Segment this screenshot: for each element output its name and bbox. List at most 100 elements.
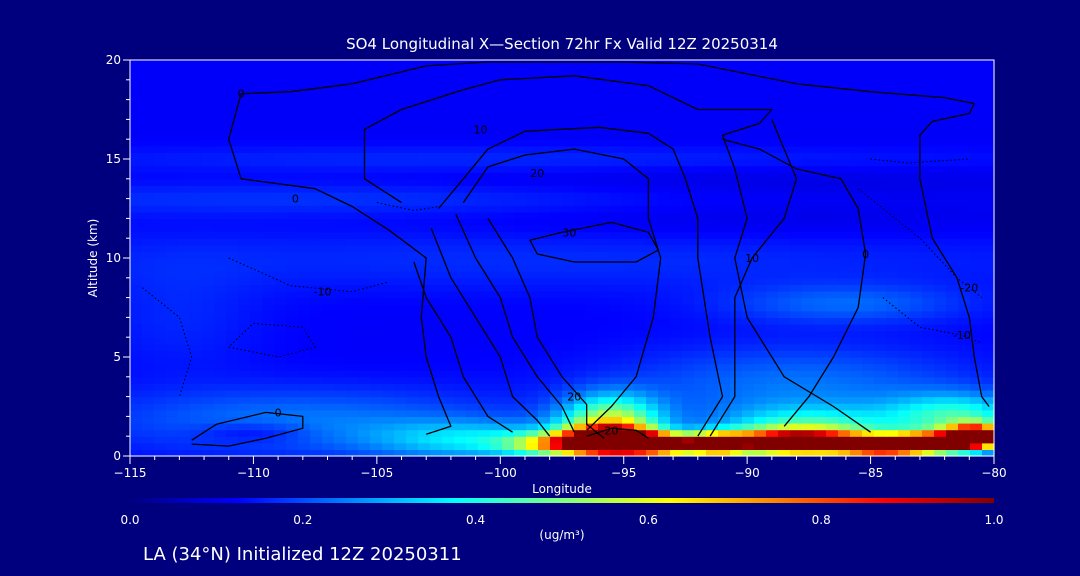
heatmap-cell bbox=[826, 284, 839, 292]
heatmap-cell bbox=[250, 132, 263, 140]
heatmap-cell bbox=[850, 225, 863, 233]
heatmap-cell bbox=[190, 343, 203, 351]
heatmap-cell bbox=[766, 264, 779, 272]
heatmap-cell bbox=[154, 396, 167, 404]
heatmap-cell bbox=[166, 291, 179, 299]
heatmap-cell bbox=[934, 73, 947, 81]
heatmap-cell bbox=[346, 119, 359, 127]
heatmap-cell bbox=[430, 165, 443, 173]
heatmap-cell bbox=[622, 198, 635, 206]
heatmap-cell bbox=[898, 357, 911, 365]
heatmap-cell bbox=[406, 126, 419, 134]
heatmap-cell bbox=[562, 159, 575, 167]
heatmap-cell bbox=[346, 73, 359, 81]
heatmap-cell bbox=[682, 79, 695, 87]
heatmap-cell bbox=[898, 152, 911, 160]
heatmap-cell bbox=[586, 403, 599, 411]
heatmap-cell bbox=[886, 383, 899, 391]
heatmap-cell bbox=[214, 192, 227, 200]
heatmap-cell bbox=[910, 66, 923, 74]
heatmap-cell bbox=[598, 343, 611, 351]
heatmap-cell bbox=[898, 60, 911, 68]
heatmap-cell bbox=[514, 225, 527, 233]
heatmap-cell bbox=[754, 211, 767, 219]
heatmap-cell bbox=[430, 324, 443, 332]
heatmap-cell bbox=[538, 284, 551, 292]
heatmap-cell bbox=[406, 310, 419, 318]
heatmap-cell bbox=[466, 429, 479, 437]
heatmap-cell bbox=[946, 106, 959, 114]
heatmap-cell bbox=[934, 390, 947, 398]
heatmap-cell bbox=[574, 390, 587, 398]
heatmap-cell bbox=[778, 231, 791, 239]
heatmap-cell bbox=[322, 73, 335, 81]
heatmap-cell bbox=[610, 159, 623, 167]
heatmap-cell bbox=[250, 376, 263, 384]
heatmap-cell bbox=[250, 370, 263, 378]
heatmap-cell bbox=[694, 297, 707, 305]
heatmap-cell bbox=[886, 258, 899, 266]
heatmap-cell bbox=[262, 436, 275, 444]
heatmap-cell bbox=[454, 310, 467, 318]
heatmap-cell bbox=[178, 185, 191, 193]
heatmap-cell bbox=[490, 66, 503, 74]
heatmap-cell bbox=[538, 337, 551, 345]
heatmap-cell bbox=[430, 304, 443, 312]
heatmap-cell bbox=[754, 297, 767, 305]
heatmap-cell bbox=[598, 66, 611, 74]
heatmap-cell bbox=[886, 330, 899, 338]
heatmap-cell bbox=[886, 218, 899, 226]
heatmap-cell bbox=[574, 112, 587, 120]
heatmap-cell bbox=[910, 383, 923, 391]
heatmap-cell bbox=[142, 106, 155, 114]
heatmap-cell bbox=[298, 277, 311, 285]
heatmap-cell bbox=[490, 172, 503, 180]
heatmap-cell bbox=[142, 442, 155, 450]
heatmap-cell bbox=[454, 225, 467, 233]
heatmap-cell bbox=[682, 350, 695, 358]
heatmap-cell bbox=[478, 185, 491, 193]
heatmap-cell bbox=[610, 370, 623, 378]
heatmap-cell bbox=[574, 409, 587, 417]
heatmap-cell bbox=[154, 264, 167, 272]
heatmap-cell bbox=[490, 231, 503, 239]
heatmap-cell bbox=[262, 152, 275, 160]
heatmap-cell bbox=[982, 403, 995, 411]
heatmap-cell bbox=[610, 357, 623, 365]
heatmap-cell bbox=[274, 449, 287, 457]
heatmap-cell bbox=[778, 225, 791, 233]
heatmap-cell bbox=[934, 271, 947, 279]
heatmap-cell bbox=[370, 370, 383, 378]
heatmap-cell bbox=[742, 192, 755, 200]
heatmap-cell bbox=[202, 192, 215, 200]
heatmap-cell bbox=[982, 304, 995, 312]
heatmap-cell bbox=[538, 185, 551, 193]
heatmap-cell bbox=[322, 277, 335, 285]
heatmap-cell bbox=[634, 231, 647, 239]
heatmap-cell bbox=[370, 264, 383, 272]
heatmap-cell bbox=[322, 416, 335, 424]
heatmap-cell bbox=[502, 152, 515, 160]
heatmap-cell bbox=[526, 436, 539, 444]
heatmap-cell bbox=[766, 409, 779, 417]
contour-label: 0 bbox=[862, 248, 869, 261]
heatmap-cell bbox=[898, 238, 911, 246]
heatmap-cell bbox=[946, 258, 959, 266]
heatmap-cell bbox=[586, 192, 599, 200]
heatmap-cell bbox=[430, 192, 443, 200]
heatmap-cell bbox=[778, 390, 791, 398]
heatmap-cell bbox=[706, 178, 719, 186]
heatmap-cell bbox=[802, 291, 815, 299]
heatmap-cell bbox=[442, 185, 455, 193]
heatmap-cell bbox=[826, 264, 839, 272]
heatmap-cell bbox=[610, 324, 623, 332]
heatmap-cell bbox=[910, 251, 923, 259]
heatmap-cell bbox=[754, 376, 767, 384]
heatmap-cell bbox=[286, 192, 299, 200]
heatmap-cell bbox=[970, 436, 983, 444]
heatmap-cell bbox=[910, 231, 923, 239]
heatmap-cell bbox=[130, 291, 143, 299]
heatmap-cell bbox=[874, 66, 887, 74]
heatmap-cell bbox=[898, 317, 911, 325]
